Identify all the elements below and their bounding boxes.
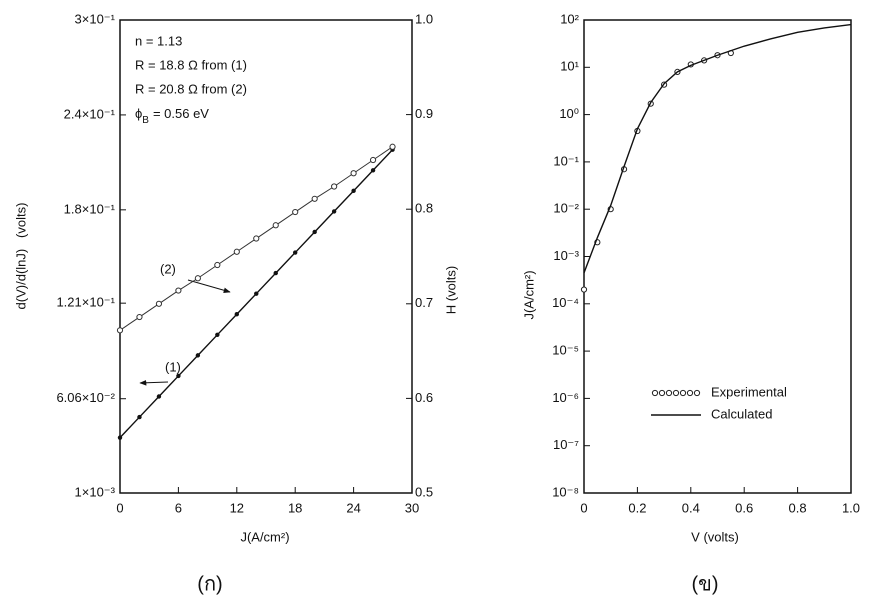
point: [234, 312, 239, 317]
y2-tick-label: 0.9: [415, 106, 433, 121]
y2-axis-label: H (volts): [443, 266, 458, 314]
point: [195, 353, 201, 358]
point: [311, 195, 318, 202]
y-tick-label: 10¹: [560, 59, 579, 74]
point: [293, 250, 298, 255]
y-tick-label: 1×10⁻³: [75, 484, 116, 499]
y2-tick-label: 0.8: [415, 201, 433, 216]
y-tick-label: 1.8×10⁻¹: [64, 201, 116, 216]
point: [331, 209, 337, 214]
point: [272, 222, 279, 229]
annotation-text: = 0.56 eV: [153, 106, 209, 121]
annotation: R = 18.8 Ω from (1): [135, 57, 247, 72]
point: [155, 300, 163, 307]
x-tick-label: 30: [405, 500, 419, 515]
plot-frame: [583, 19, 852, 494]
annotation: n = 1.13: [135, 33, 182, 48]
y-axis-label: d(V)/d(lnJ) (volts): [13, 203, 28, 310]
point: [136, 313, 143, 321]
annotation: ϕB = 0.56 eV: [135, 106, 209, 125]
point: [331, 183, 338, 190]
point: [214, 261, 221, 269]
legend-marker: [665, 389, 673, 397]
point: [370, 168, 376, 173]
point: [233, 248, 240, 255]
x-axis-label: J(A/cm²): [240, 529, 289, 544]
x-tick-label: 12: [230, 500, 244, 515]
y2-tick-label: 1.0: [415, 11, 433, 26]
y-tick-label: 10⁻⁵: [552, 343, 579, 358]
y-tick-label: 10⁻¹: [553, 153, 579, 168]
point: [117, 435, 123, 440]
series-label: (2): [160, 261, 176, 276]
y-tick-label: 2.4×10⁻¹: [64, 106, 116, 121]
y-tick-label: 10⁻⁶: [552, 390, 579, 405]
plot-frame: [119, 19, 413, 494]
point: [351, 188, 356, 194]
legend-marker: [658, 389, 666, 397]
point: [253, 235, 260, 242]
y-tick-label: 3×10⁻¹: [75, 11, 116, 26]
point: [156, 394, 162, 399]
y-tick-label: 10⁻⁴: [552, 295, 579, 310]
point: [116, 327, 124, 334]
point: [175, 287, 182, 294]
x-tick-label: 18: [288, 500, 302, 515]
point: [137, 414, 142, 420]
point: [292, 208, 299, 216]
symbol: ϕ: [135, 106, 142, 121]
x-tick-label: 1.0: [842, 500, 860, 515]
x-tick-label: 24: [346, 500, 360, 515]
point: [389, 143, 396, 150]
legend-marker: [672, 389, 680, 397]
x-tick-label: 0.6: [735, 500, 753, 515]
point: [254, 291, 259, 296]
legend-marker: [651, 389, 659, 397]
y2-tick-label: 0.7: [415, 295, 433, 310]
y-tick-label: 10⁻²: [553, 201, 579, 216]
y-tick-label: 10²: [560, 11, 579, 26]
point: [176, 373, 181, 379]
y-tick-label: 1.21×10⁻¹: [56, 295, 115, 310]
caption: (ก): [197, 573, 222, 595]
y-tick-label: 10⁻⁷: [553, 437, 579, 452]
y-tick-label: 10⁻⁸: [552, 484, 579, 499]
caption: (ข): [692, 573, 719, 595]
y-tick-label: 10⁰: [559, 106, 579, 121]
legend-label: Calculated: [711, 406, 772, 421]
point: [369, 156, 377, 164]
point: [215, 332, 220, 338]
legend-label: Experimental: [711, 384, 787, 399]
subscript: B: [142, 115, 149, 126]
y-tick-label: 6.06×10⁻²: [56, 390, 115, 405]
series-line: [583, 23, 852, 274]
arrow: [139, 379, 169, 386]
x-tick-label: 0.2: [628, 500, 646, 515]
x-tick-label: 0: [116, 500, 123, 515]
y2-tick-label: 0.6: [415, 390, 433, 405]
x-tick-label: 6: [175, 500, 182, 515]
legend-marker: [693, 389, 701, 397]
y-axis-label: J(A/cm²): [521, 270, 536, 319]
y-tick-label: 10⁻³: [553, 248, 579, 263]
y2-tick-label: 0.5: [415, 484, 433, 499]
x-axis-label: V (volts): [691, 529, 739, 544]
legend-marker: [679, 389, 687, 397]
series-label: (1): [165, 359, 181, 374]
x-tick-label: 0.8: [789, 500, 807, 515]
point: [350, 170, 357, 177]
x-tick-label: 0.4: [682, 500, 700, 515]
arrow: [187, 279, 231, 293]
legend-marker: [686, 389, 694, 397]
annotation: R = 20.8 Ω from (2): [135, 81, 247, 96]
point: [580, 286, 588, 293]
point: [312, 229, 317, 235]
point: [273, 270, 278, 276]
point: [194, 275, 201, 282]
x-tick-label: 0: [580, 500, 587, 515]
